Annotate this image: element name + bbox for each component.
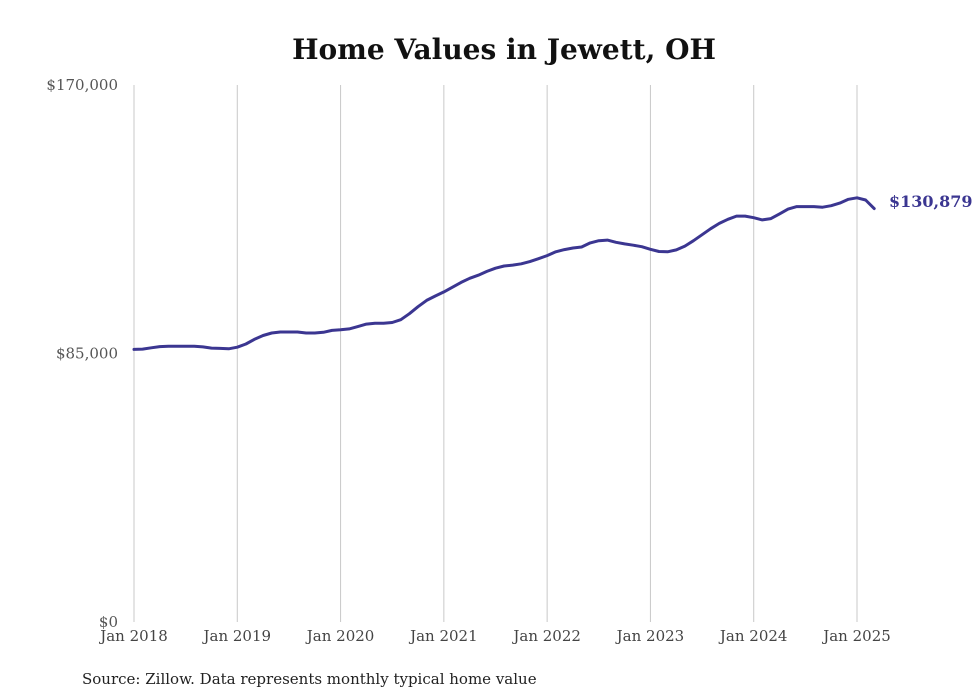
- x-tick-label: Jan 2024: [718, 627, 788, 645]
- x-tick-label: Jan 2019: [202, 627, 272, 645]
- chart-title: Home Values in Jewett, OH: [292, 33, 716, 66]
- y-tick-label: $85,000: [56, 345, 118, 363]
- y-tick-label: $0: [99, 613, 118, 631]
- x-tick-label: Jan 2021: [408, 627, 478, 645]
- x-tick-label: Jan 2018: [98, 627, 168, 645]
- x-tick-label: Jan 2022: [511, 627, 581, 645]
- x-tick-label: Jan 2025: [821, 627, 891, 645]
- y-tick-label: $170,000: [46, 76, 118, 94]
- x-tick-label: Jan 2023: [615, 627, 685, 645]
- x-tick-label: Jan 2020: [305, 627, 375, 645]
- series-line-home-value: [132, 196, 876, 351]
- y-axis-ticks: $0 $85,000 $170,000: [46, 76, 118, 631]
- x-axis-ticks: Jan 2018 Jan 2019 Jan 2020 Jan 2021 Jan 2022…: [98, 627, 891, 645]
- grid-lines: [133, 85, 858, 622]
- source-note: Source: Zillow. Data represents monthly …: [82, 670, 537, 688]
- end-value-label: $130,879: [889, 192, 973, 211]
